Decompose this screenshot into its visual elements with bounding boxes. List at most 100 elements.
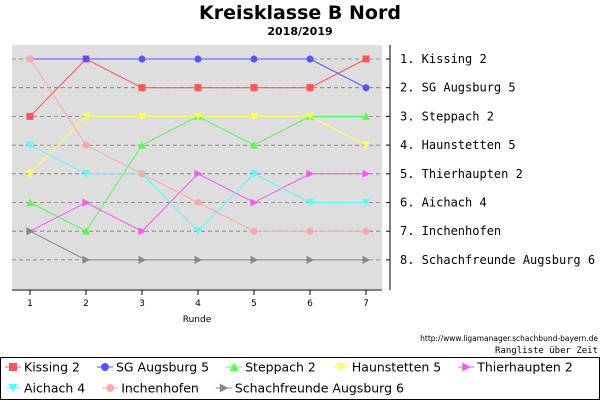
x-tick-label: 6 — [307, 299, 313, 309]
data-point — [82, 255, 90, 264]
legend-label: Haunstetten 5 — [352, 360, 441, 375]
legend-item: SG Augsburg 5 — [96, 360, 209, 375]
data-point — [306, 199, 314, 207]
rank-label: 1. Kissing 2 — [400, 52, 487, 66]
series — [26, 227, 370, 264]
data-point — [194, 227, 202, 236]
data-point — [250, 170, 258, 178]
data-point — [138, 55, 146, 63]
series — [26, 112, 370, 178]
data-point — [362, 141, 370, 150]
legend-item: Haunstetten 5 — [332, 360, 441, 375]
data-point — [362, 112, 370, 120]
rank-label: 7. Inchenhofen — [400, 224, 501, 238]
chart-subtitle: 2018/2019 — [267, 25, 332, 38]
data-point — [26, 141, 34, 150]
x-tick-label: 2 — [83, 299, 89, 309]
legend-label: Schachfreunde Augsburg 6 — [235, 381, 404, 396]
data-point — [250, 255, 258, 264]
data-point — [138, 255, 146, 264]
legend-marker — [462, 362, 471, 372]
data-point — [250, 141, 258, 149]
data-point — [306, 55, 314, 63]
rank-label: 6. Aichach 4 — [400, 196, 487, 210]
data-point — [250, 227, 258, 235]
legend-item: Kissing 2 — [5, 360, 80, 375]
x-axis-label: Runde — [183, 315, 212, 325]
rank-label: 2. SG Augsburg 5 — [400, 81, 516, 95]
data-point — [362, 169, 370, 178]
x-ticks: 1 2 3 4 5 6 7 — [27, 290, 369, 309]
x-tick-label: 3 — [139, 299, 145, 309]
series — [26, 55, 370, 235]
legend-marker — [219, 383, 229, 393]
legend-label: Kissing 2 — [24, 360, 80, 375]
rank-labels: 1. Kissing 2 2. SG Augsburg 5 3. Steppach … — [400, 52, 595, 267]
data-point — [26, 170, 34, 178]
legend-marker — [106, 384, 115, 392]
x-tick-label: 7 — [363, 299, 369, 309]
data-point — [138, 141, 146, 149]
legend-item: Inchenhofen — [102, 381, 199, 396]
x-tick-label: 4 — [195, 299, 201, 309]
legend-item: Steppach 2 — [226, 360, 316, 375]
data-point — [250, 55, 258, 63]
series-layer — [26, 55, 370, 264]
x-tick-label: 5 — [251, 299, 257, 309]
data-point — [82, 170, 90, 178]
data-point — [362, 227, 370, 235]
data-point — [138, 170, 146, 178]
legend: Kissing 2 SG Augsburg 5 Steppach 2 Haunstet… — [5, 360, 573, 396]
data-point — [26, 55, 34, 63]
rank-ticks — [386, 58, 390, 261]
data-point — [26, 198, 34, 206]
data-point — [306, 227, 314, 235]
data-point — [250, 112, 258, 121]
data-point — [82, 141, 90, 149]
legend-item: Thierhaupten 2 — [458, 360, 573, 375]
series — [26, 141, 370, 236]
x-tick-label: 1 — [27, 299, 33, 309]
data-point — [306, 112, 314, 121]
data-point — [194, 84, 202, 92]
source-url[interactable]: http://www.ligamanager.schachbund-bayern… — [420, 334, 598, 343]
data-point — [194, 55, 202, 63]
legend-label: SG Augsburg 5 — [116, 360, 209, 375]
legend-marker — [9, 363, 17, 371]
chart-title: Kreisklasse B Nord — [199, 2, 401, 24]
legend-label: Thierhaupten 2 — [476, 360, 573, 375]
data-point — [82, 55, 90, 63]
rank-label: 4. Haunstetten 5 — [400, 138, 516, 152]
rank-label: 8. Schachfreunde Augsburg 6 — [400, 253, 595, 267]
chart-caption: Rangliste über Zeit — [495, 346, 598, 356]
legend-marker — [336, 363, 346, 372]
data-point — [194, 199, 202, 206]
data-point — [82, 198, 90, 207]
rank-label: 3. Steppach 2 — [400, 109, 494, 123]
legend-marker — [8, 384, 18, 393]
data-point — [26, 227, 34, 236]
data-point — [362, 55, 370, 63]
data-point — [362, 255, 370, 264]
data-point — [82, 112, 90, 121]
legend-marker — [100, 363, 109, 371]
data-point — [250, 198, 258, 207]
data-point — [82, 227, 90, 235]
data-point — [306, 255, 314, 264]
plot-area — [12, 45, 382, 289]
data-point — [306, 169, 314, 178]
data-point — [194, 112, 202, 121]
legend-label: Inchenhofen — [121, 381, 199, 396]
data-point — [306, 84, 314, 92]
data-point — [194, 255, 202, 264]
data-point — [138, 227, 146, 236]
legend-box — [0, 357, 600, 400]
legend-item: Schachfreunde Augsburg 6 — [215, 381, 404, 396]
legend-item: Aichach 4 — [5, 381, 85, 396]
data-point — [26, 112, 34, 120]
rank-label: 5. Thierhaupten 2 — [400, 167, 523, 181]
legend-label: Steppach 2 — [245, 360, 316, 375]
data-point — [138, 112, 146, 121]
data-point — [138, 84, 146, 92]
